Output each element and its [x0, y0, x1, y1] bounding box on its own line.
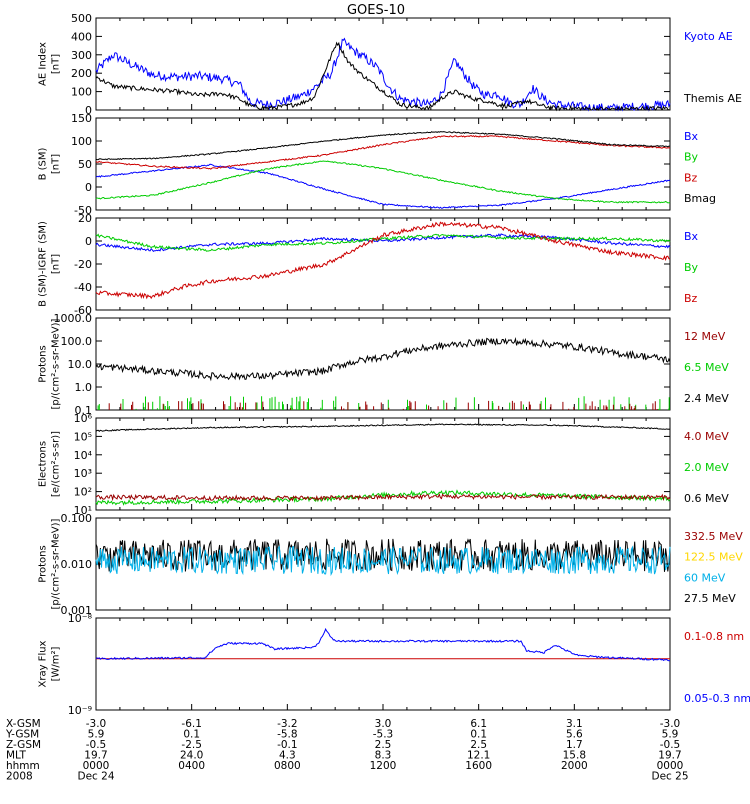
- legend-item: By: [684, 151, 699, 164]
- legend-item: By: [684, 261, 699, 274]
- series-bx: [96, 164, 670, 208]
- footer-value: 1200: [370, 760, 397, 772]
- y-tick-label: -40: [74, 281, 92, 294]
- series-0-6-mev: [96, 424, 670, 431]
- y-tick-label: 500: [71, 12, 92, 25]
- footer-value: Dec 25: [651, 771, 688, 783]
- y-tick-label: 20: [78, 212, 92, 225]
- legend-item: Bx: [684, 130, 699, 143]
- y-axis-label: Protons: [38, 345, 49, 382]
- legend-item: 0.6 MeV: [684, 492, 729, 505]
- y-axis-label: [p/(cm²-s-sr-MeV)]: [51, 318, 62, 409]
- series-27-5-mev: [96, 539, 670, 572]
- series-bz: [96, 136, 670, 169]
- legend-item: Bz: [684, 292, 698, 305]
- legend-item: Bx: [684, 230, 699, 243]
- series-6-5-mev: [98, 396, 669, 410]
- y-axis-label: [p/(cm²-s-sr-MeV)]: [51, 518, 62, 609]
- y-tick-label: 200: [71, 67, 92, 80]
- y-axis-label: B (SM): [38, 147, 49, 180]
- y-tick-label: 10³: [74, 467, 92, 480]
- legend-item: 0.05-0.3 nm: [684, 692, 750, 705]
- chart-title: GOES-10: [347, 3, 405, 18]
- panel-frame: [96, 618, 670, 710]
- y-tick-label: 100.0: [61, 335, 93, 348]
- panel-frame: [96, 118, 670, 210]
- y-tick-label: 0: [85, 181, 92, 194]
- panel-3: 0.11.010.0100.01000.0Protons[p/(cm²-s-sr…: [38, 312, 730, 417]
- panel-frame: [96, 18, 670, 110]
- series-bmag: [96, 132, 670, 160]
- legend-item: 122.5 MeV: [684, 551, 743, 564]
- footer-value: 1600: [465, 760, 492, 772]
- panel-frame: [96, 218, 670, 310]
- y-axis-label: [nT]: [51, 254, 62, 274]
- y-tick-label: 100: [71, 135, 92, 148]
- y-tick-label: 10⁻⁸: [68, 612, 93, 625]
- y-axis-label: [nT]: [51, 154, 62, 174]
- y-tick-label: 10⁴: [74, 449, 93, 462]
- legend-item: 60 MeV: [684, 571, 726, 584]
- y-tick-label: 1.0: [75, 381, 93, 394]
- footer-row-label: 2008: [6, 771, 33, 783]
- y-tick-label: 400: [71, 30, 92, 43]
- footer-value: 0400: [178, 760, 205, 772]
- y-axis-label: B (SM)-IGRF (SM): [38, 221, 49, 307]
- y-tick-label: 300: [71, 49, 92, 62]
- legend-item: Bmag: [684, 192, 716, 205]
- series-0-05-0-3-nm: [96, 629, 670, 661]
- y-axis-label: Xray Flux: [38, 640, 49, 687]
- legend-item: 2.0 MeV: [684, 461, 729, 474]
- y-tick-label: 0.010: [61, 558, 93, 571]
- footer-value: 2000: [561, 760, 588, 772]
- panel-4: 10¹10²10³10⁴10⁵10⁶Electrons[e/(cm²-s-sr)…: [38, 412, 730, 517]
- series-bz: [96, 222, 670, 298]
- y-axis-label: Protons: [38, 545, 49, 582]
- series-kyoto-ae: [96, 39, 670, 110]
- y-tick-label: 0.100: [61, 512, 93, 525]
- y-axis-label: [e/(cm²-s-sr)]: [51, 431, 62, 497]
- y-tick-label: 10⁶: [74, 412, 93, 425]
- y-axis-label: Electrons: [38, 441, 49, 487]
- panel-5: 0.0010.0100.100Protons[p/(cm²-s-sr-MeV)]…: [38, 512, 744, 617]
- legend-item: 12 MeV: [684, 330, 726, 343]
- y-tick-label: 0: [85, 235, 92, 248]
- panel-6: 10⁻⁹ 10⁻⁸ Xray Flux[W/m²] 0.1-0.8 nm 0.05-0.…: [38, 612, 750, 717]
- legend-item: 4.0 MeV: [684, 430, 729, 443]
- legend-item: 27.5 MeV: [684, 592, 736, 605]
- footer-value: 0800: [274, 760, 301, 772]
- footer-value: Dec 24: [77, 771, 114, 783]
- y-axis-label: [nT]: [51, 54, 62, 74]
- legend-item: 6.5 MeV: [684, 361, 729, 374]
- legend-item: Kyoto AE: [684, 30, 733, 43]
- series-2-4-mev: [96, 338, 670, 379]
- y-tick-label: -20: [74, 258, 92, 271]
- y-tick-label: 10⁵: [74, 430, 92, 443]
- y-tick-label: 50: [78, 158, 92, 171]
- legend-item: Bz: [684, 171, 698, 184]
- legend-item: 332.5 MeV: [684, 530, 743, 543]
- y-tick-label: 10²: [74, 486, 92, 499]
- y-tick-label: 150: [71, 112, 92, 125]
- legend-item: Themis AE: [683, 92, 742, 105]
- legend-item: 0.1-0.8 nm: [684, 630, 744, 643]
- legend-item: 2.4 MeV: [684, 392, 729, 405]
- y-tick-label: 10.0: [68, 358, 93, 371]
- y-tick-label: 10⁻⁹: [68, 704, 92, 717]
- y-axis-label: [W/m²]: [51, 646, 62, 681]
- y-axis-label: AE Index: [38, 42, 49, 86]
- y-tick-label: 100: [71, 86, 92, 99]
